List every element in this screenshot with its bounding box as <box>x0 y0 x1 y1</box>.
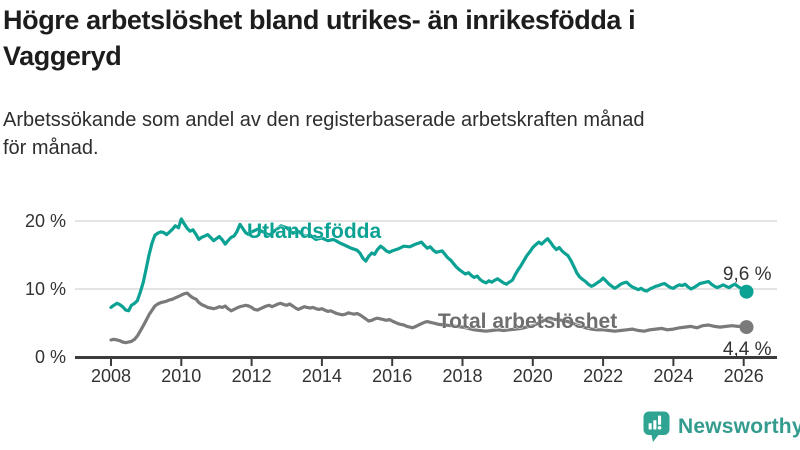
x-tick-label-2012: 2012 <box>231 366 272 386</box>
newsworthy-wordmark: Newsworthy <box>678 415 800 438</box>
x-tick-label-2022: 2022 <box>583 366 624 386</box>
x-tick-label-2020: 2020 <box>512 366 553 386</box>
series-end-dot-total-arbetsl-shet <box>739 320 754 335</box>
series-line-utlandsf-dda <box>109 217 749 313</box>
chart-subtitle-line-2: för månad. <box>3 137 99 159</box>
page-title-line-2: Vaggeryd <box>3 41 122 71</box>
newsworthy-speech-bubble-chart-icon <box>643 411 670 442</box>
page-title-line-1: Högre arbetslöshet bland utrikes- än inr… <box>3 5 636 35</box>
series-end-dot-utlandsf-dda <box>739 284 754 299</box>
x-tick-label-2024: 2024 <box>653 366 694 386</box>
page-title: Högre arbetslöshet bland utrikes- än inr… <box>3 2 793 74</box>
newsworthy-logo-link[interactable]: Newsworthy <box>643 411 800 443</box>
x-tick-label-2018: 2018 <box>442 366 483 386</box>
y-tick-label-0: 0 % <box>34 347 66 367</box>
x-tick-label-2014: 2014 <box>301 366 342 386</box>
end-value-label-total-arbetsl-shet: 4,4 % <box>722 339 772 361</box>
series-line-total-arbetsl-shet <box>109 291 749 345</box>
x-tick-label-2010: 2010 <box>161 366 202 386</box>
y-tick-label-20: 20 % <box>24 211 66 231</box>
chart-subtitle-line-1: Arbetssökande som andel av den registerb… <box>3 109 645 131</box>
series-label-utlandsf-dda: Utlandsfödda <box>247 220 382 244</box>
y-tick-label-10: 10 % <box>24 279 66 299</box>
series-label-total-arbetsl-shet: Total arbetslöshet <box>437 309 618 333</box>
chart-subtitle: Arbetssökande som andel av den registerb… <box>3 106 793 162</box>
x-tick-label-2008: 2008 <box>90 366 132 386</box>
x-tick-label-2016: 2016 <box>372 366 413 386</box>
end-value-label-utlandsf-dda: 9,6 % <box>722 263 772 285</box>
x-tick-label-2026: 2026 <box>723 366 764 386</box>
